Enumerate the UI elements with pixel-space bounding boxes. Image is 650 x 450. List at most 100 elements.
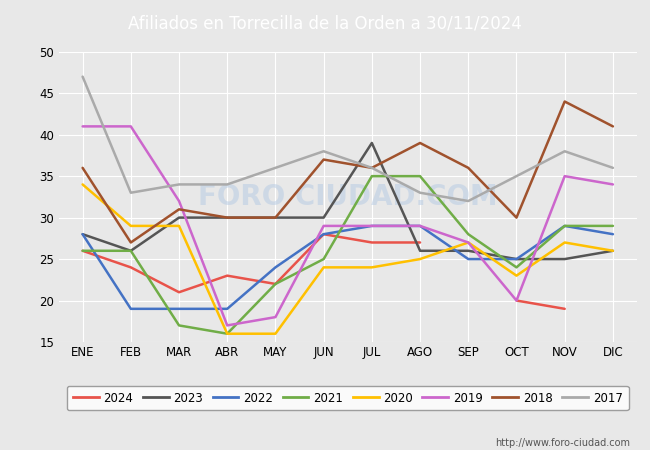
2021 [609, 223, 617, 229]
2017 [79, 74, 86, 79]
Line: 2017: 2017 [83, 76, 613, 201]
2022 [561, 223, 569, 229]
2024 [272, 281, 280, 287]
2021 [561, 223, 569, 229]
2023 [416, 248, 424, 253]
Line: 2018: 2018 [83, 102, 613, 243]
2021 [464, 231, 472, 237]
2022 [175, 306, 183, 311]
2019 [609, 182, 617, 187]
2021 [224, 331, 231, 337]
2021 [416, 173, 424, 179]
2023 [224, 215, 231, 220]
2018 [79, 165, 86, 171]
2024 [175, 289, 183, 295]
2024 [127, 265, 135, 270]
2018 [464, 165, 472, 171]
2018 [320, 157, 328, 162]
2023 [561, 256, 569, 262]
2021 [320, 256, 328, 262]
2017 [368, 165, 376, 171]
2019 [464, 240, 472, 245]
2020 [224, 331, 231, 337]
2021 [79, 248, 86, 253]
2022 [272, 265, 280, 270]
2024 [320, 231, 328, 237]
2022 [609, 231, 617, 237]
2023 [320, 215, 328, 220]
2018 [368, 165, 376, 171]
2023 [272, 215, 280, 220]
Text: http://www.foro-ciudad.com: http://www.foro-ciudad.com [495, 438, 630, 448]
2022 [79, 231, 86, 237]
2021 [272, 281, 280, 287]
2024 [416, 240, 424, 245]
2020 [79, 182, 86, 187]
2019 [368, 223, 376, 229]
2017 [561, 148, 569, 154]
2017 [175, 182, 183, 187]
2017 [416, 190, 424, 195]
2020 [175, 223, 183, 229]
2024 [224, 273, 231, 279]
2022 [127, 306, 135, 311]
2023 [368, 140, 376, 146]
2019 [320, 223, 328, 229]
2022 [416, 223, 424, 229]
2019 [127, 124, 135, 129]
2018 [416, 140, 424, 146]
Line: 2020: 2020 [83, 184, 613, 334]
2024 [368, 240, 376, 245]
2017 [127, 190, 135, 195]
2019 [416, 223, 424, 229]
Line: 2022: 2022 [83, 226, 613, 309]
2017 [513, 173, 521, 179]
Legend: 2024, 2023, 2022, 2021, 2020, 2019, 2018, 2017: 2024, 2023, 2022, 2021, 2020, 2019, 2018… [67, 386, 629, 410]
2018 [175, 207, 183, 212]
2018 [561, 99, 569, 104]
2018 [224, 215, 231, 220]
2023 [127, 248, 135, 253]
2023 [175, 215, 183, 220]
2020 [609, 248, 617, 253]
Line: 2019: 2019 [83, 126, 613, 325]
2018 [127, 240, 135, 245]
2019 [79, 124, 86, 129]
2021 [368, 173, 376, 179]
2023 [609, 248, 617, 253]
2023 [513, 256, 521, 262]
2023 [79, 231, 86, 237]
2017 [320, 148, 328, 154]
Text: Afiliados en Torrecilla de la Orden a 30/11/2024: Afiliados en Torrecilla de la Orden a 30… [128, 14, 522, 33]
2023 [464, 248, 472, 253]
2022 [464, 256, 472, 262]
2017 [224, 182, 231, 187]
2022 [513, 256, 521, 262]
2020 [368, 265, 376, 270]
2019 [224, 323, 231, 328]
Line: 2024: 2024 [83, 234, 420, 292]
2020 [320, 265, 328, 270]
2017 [464, 198, 472, 204]
2020 [127, 223, 135, 229]
2020 [464, 240, 472, 245]
2019 [175, 198, 183, 204]
2018 [609, 124, 617, 129]
2024 [79, 248, 86, 253]
2018 [272, 215, 280, 220]
2019 [513, 298, 521, 303]
2017 [272, 165, 280, 171]
Line: 2021: 2021 [83, 176, 613, 334]
2018 [513, 215, 521, 220]
2022 [224, 306, 231, 311]
Line: 2023: 2023 [83, 143, 613, 259]
Text: FORO CIUDAD.COM: FORO CIUDAD.COM [198, 183, 497, 211]
2020 [513, 273, 521, 279]
2021 [127, 248, 135, 253]
2022 [320, 231, 328, 237]
2020 [272, 331, 280, 337]
2020 [561, 240, 569, 245]
2022 [368, 223, 376, 229]
2020 [416, 256, 424, 262]
2019 [561, 173, 569, 179]
